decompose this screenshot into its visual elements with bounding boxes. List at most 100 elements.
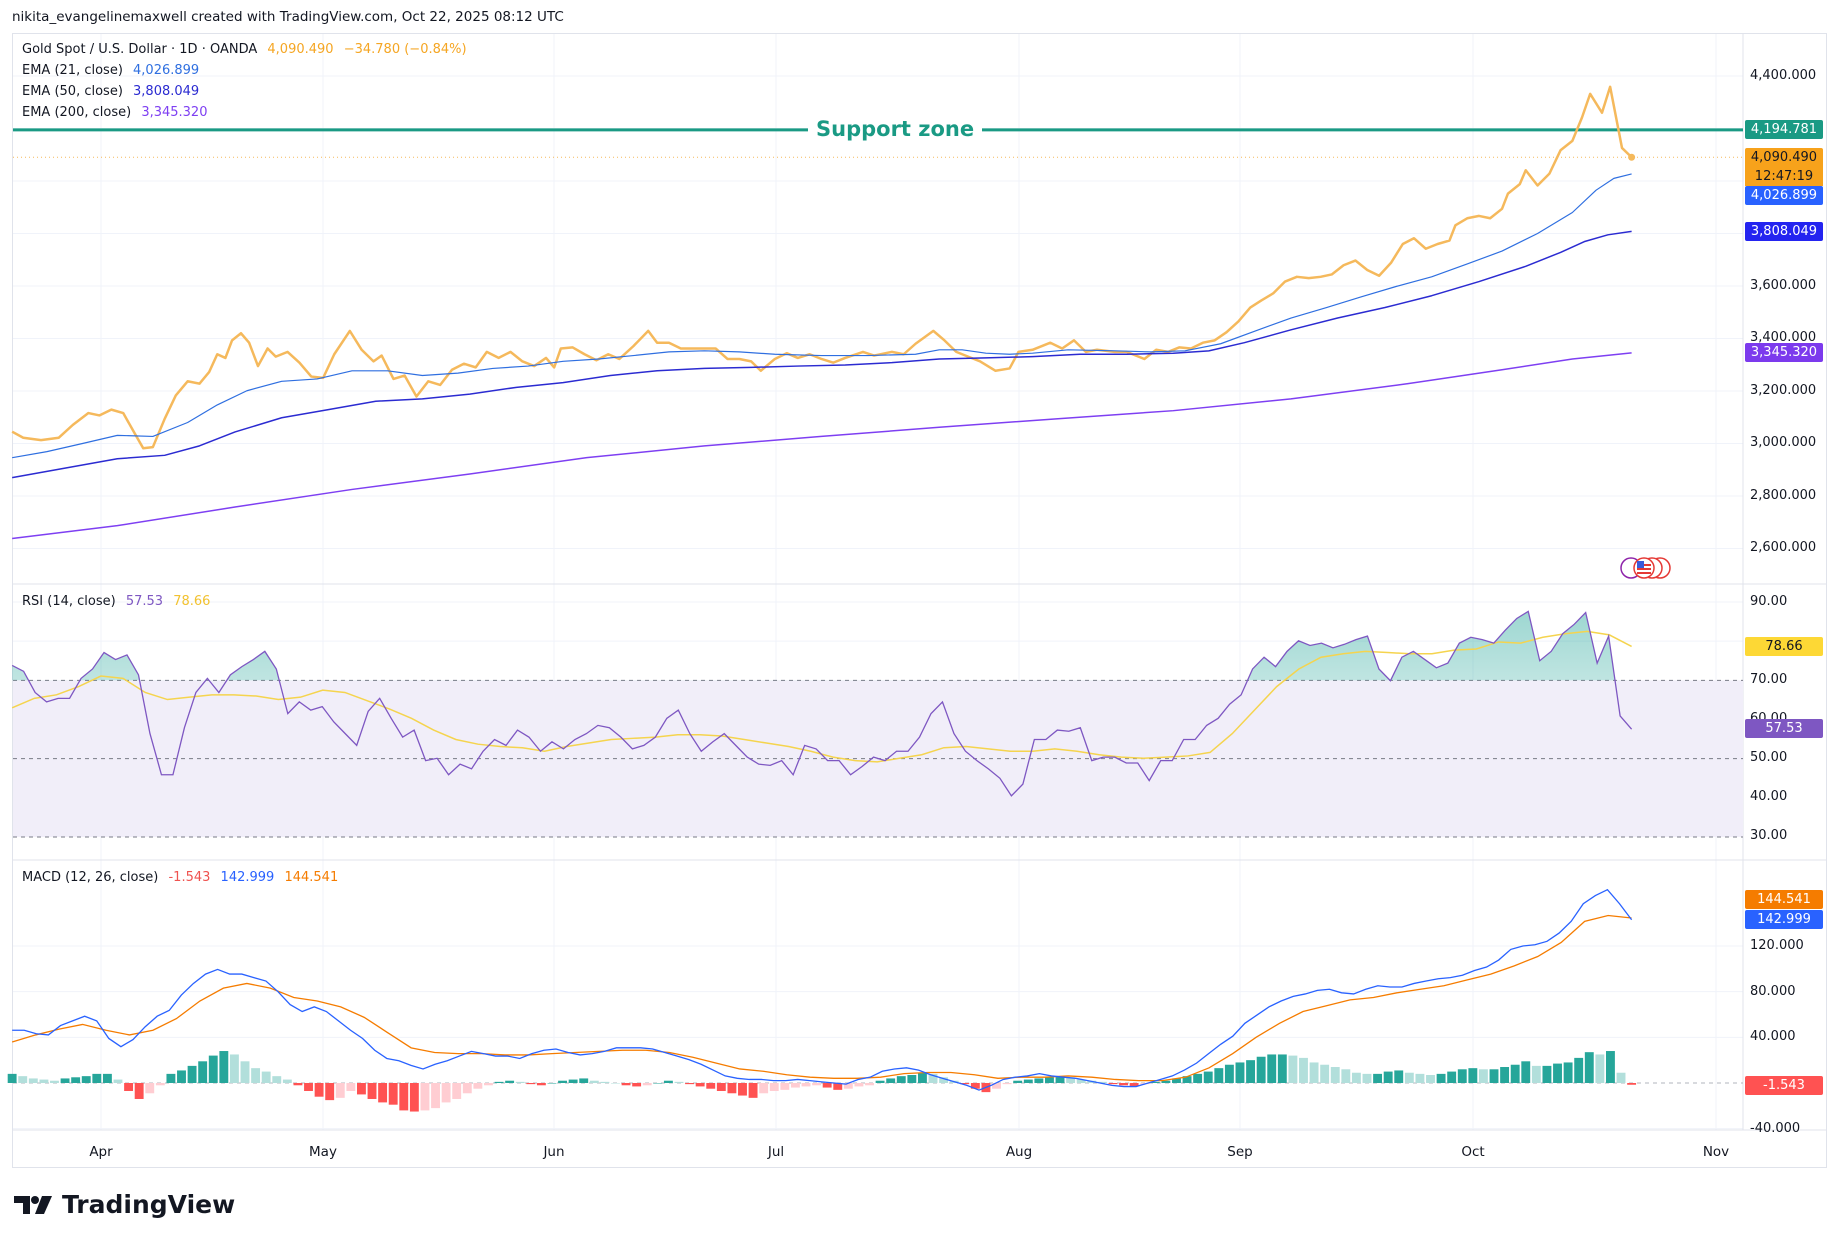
macd-histogram-bar: [896, 1076, 906, 1083]
macd-histogram-bar: [907, 1075, 917, 1083]
macd-histogram-bar: [1097, 1081, 1107, 1083]
macd-histogram-bar: [759, 1083, 769, 1094]
macd-line: [12, 888, 1633, 1091]
macd-histogram-bar: [568, 1079, 578, 1083]
rsi-tick: 30.00: [1750, 828, 1788, 843]
macd-histogram-bar: [1150, 1081, 1160, 1083]
macd-histogram-bar: [166, 1073, 176, 1083]
macd-histogram-bar: [1129, 1083, 1139, 1087]
last-price-dot: [1628, 153, 1636, 161]
macd-histogram-bar: [1330, 1067, 1340, 1083]
macd-histogram-bar: [102, 1073, 112, 1083]
macd-hist-price-tag: -1.543: [1745, 1076, 1823, 1095]
macd-signal-value: 144.541: [284, 870, 339, 885]
last-price-tag: 4,090.490 12:47:19: [1745, 148, 1823, 186]
macd-histogram-bar: [1627, 1083, 1637, 1085]
price-tick: 2,800.000: [1750, 488, 1817, 503]
us-economic-events-icon[interactable]: [1620, 556, 1682, 580]
support-zone-label[interactable]: Support zone: [808, 117, 983, 141]
macd-histogram-bar: [738, 1083, 747, 1096]
macd-histogram-bar: [886, 1078, 896, 1083]
macd-histogram-bar: [1320, 1064, 1330, 1083]
macd-histogram-bar: [1013, 1080, 1023, 1083]
macd-histogram-bar: [970, 1083, 980, 1089]
macd-histogram-bar: [748, 1083, 758, 1098]
macd-histogram-bar: [229, 1054, 239, 1083]
ema21-price-tag: 4,026.899: [1745, 186, 1823, 205]
ema50-legend[interactable]: EMA (50, close) 3,808.049: [22, 84, 205, 99]
price-tick: 2,600.000: [1750, 540, 1817, 555]
macd-histogram-bar: [1288, 1055, 1298, 1083]
macd-histogram-bar: [1605, 1051, 1615, 1083]
price-tick: 3,400.000: [1750, 330, 1817, 345]
macd-histogram-bar: [314, 1083, 324, 1097]
macd-histogram-bar: [1531, 1065, 1541, 1083]
macd-histogram-bar: [780, 1083, 790, 1090]
macd-histogram-bar: [208, 1055, 218, 1083]
macd-histogram-bar: [1415, 1073, 1425, 1083]
month-label: May: [309, 1144, 337, 1160]
macd-histogram-bar: [1224, 1064, 1234, 1083]
macd-histogram-bar: [462, 1083, 472, 1094]
rsi-tick: 50.00: [1750, 750, 1788, 765]
macd-histogram-bar: [50, 1080, 59, 1083]
macd-histogram-bar: [727, 1083, 737, 1094]
symbol-legend[interactable]: Gold Spot / U.S. Dollar · 1D · OANDA 4,0…: [22, 42, 473, 57]
macd-histogram-bar: [1489, 1069, 1499, 1083]
ema21-legend[interactable]: EMA (21, close) 4,026.899: [22, 63, 205, 78]
macd-value: 142.999: [220, 870, 275, 885]
macd-histogram-bar: [1161, 1080, 1171, 1083]
macd-histogram-bar: [1277, 1054, 1287, 1083]
month-label: Oct: [1461, 1144, 1485, 1160]
rsi-price-tag: 57.53: [1745, 719, 1823, 738]
macd-histogram-bar: [198, 1061, 208, 1083]
macd-histogram-bar: [473, 1083, 483, 1089]
macd-histogram-bar: [1521, 1061, 1531, 1083]
macd-histogram-bar: [145, 1083, 155, 1094]
macd-histogram-bar: [695, 1083, 705, 1087]
macd-histogram-bar: [1076, 1079, 1086, 1083]
macd-histogram-bar: [526, 1083, 536, 1085]
macd-histogram-bar: [1309, 1062, 1319, 1083]
macd-histogram-bar: [674, 1081, 684, 1083]
rsi-overbought-fill: [12, 611, 1632, 681]
month-label: Nov: [1702, 1144, 1730, 1160]
macd-histogram-bar: [409, 1083, 419, 1112]
macd-histogram-bar: [452, 1083, 462, 1099]
ema50-label: EMA (50, close): [22, 84, 123, 99]
macd-histogram-bar: [39, 1079, 49, 1083]
macd-histogram-bar: [621, 1083, 631, 1086]
last-price-tag-value: 4,090.490: [1750, 150, 1818, 165]
macd-histogram-bar: [155, 1083, 165, 1086]
macd-histogram-bar: [388, 1083, 398, 1105]
macd-histogram-bar: [494, 1081, 504, 1083]
month-label: Aug: [1005, 1144, 1033, 1160]
macd-histogram-bar: [1542, 1065, 1552, 1083]
macd-histogram-bar: [1002, 1083, 1012, 1085]
rsi-legend[interactable]: RSI (14, close) 57.53 78.66: [22, 594, 216, 609]
ema200-price-tag: 3,345.320: [1745, 343, 1823, 362]
macd-histogram-bar: [939, 1077, 949, 1083]
macd-histogram-bar: [822, 1083, 832, 1088]
month-label: Sep: [1227, 1144, 1253, 1160]
ema21-value: 4,026.899: [133, 63, 200, 78]
macd-histogram-bar: [1404, 1072, 1414, 1083]
macd-histogram-bar: [1447, 1071, 1457, 1083]
macd-histogram-bar: [1119, 1083, 1128, 1086]
rsi-line: [11, 610, 1633, 797]
macd-signal-line: [11, 914, 1632, 1082]
macd-histogram-bar: [304, 1083, 313, 1091]
macd-tick: 40.000: [1750, 1029, 1796, 1044]
macd-histogram-bar: [1595, 1054, 1605, 1083]
macd-histogram-bar: [134, 1083, 144, 1099]
macd-histogram-bar: [177, 1070, 186, 1083]
chart-frame: [12, 33, 1827, 1168]
macd-legend[interactable]: MACD (12, 26, close) -1.543 142.999 144.…: [22, 870, 344, 885]
macd-histogram-bar: [1351, 1072, 1361, 1083]
macd-histogram-bar: [1468, 1068, 1478, 1083]
ema200-legend[interactable]: EMA (200, close) 3,345.320: [22, 105, 213, 120]
tradingview-logo[interactable]: TradingView: [14, 1190, 235, 1219]
macd-histogram-bar: [251, 1068, 261, 1083]
price-tick: 4,400.000: [1750, 68, 1817, 83]
